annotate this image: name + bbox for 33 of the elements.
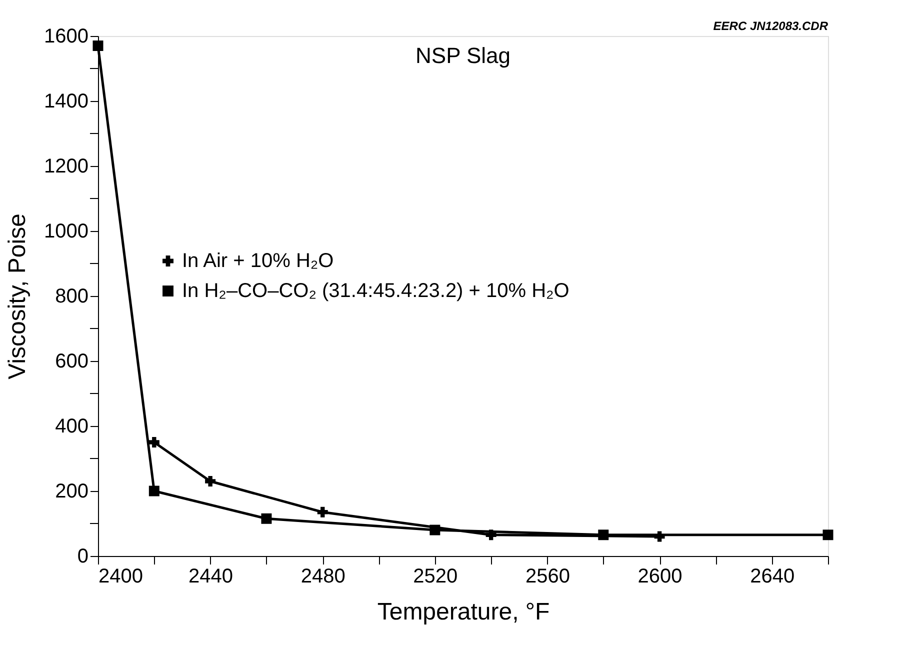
point	[654, 531, 665, 542]
x-tick-label: 2400	[98, 566, 143, 588]
y-tick-label: 0	[77, 546, 88, 568]
x-tick-label: 2440	[188, 566, 234, 588]
y-tick-label: 1000	[44, 220, 88, 242]
point	[317, 506, 328, 518]
y-tick-label: 1200	[44, 156, 88, 178]
point	[148, 437, 160, 448]
y-tick-label: 800	[55, 286, 88, 308]
point	[92, 40, 104, 51]
point	[430, 524, 440, 536]
point	[486, 530, 496, 540]
point	[261, 513, 272, 524]
y-tick-label: 1400	[44, 90, 88, 112]
x-axis-title: Temperature, °F	[377, 598, 550, 626]
point	[148, 486, 160, 496]
y-tick-label: 400	[55, 416, 88, 438]
point	[205, 476, 216, 486]
y-tick-label: 200	[55, 480, 88, 502]
x-tick-label: 2600	[638, 566, 682, 588]
point	[822, 530, 834, 540]
x-tick-label: 2480	[300, 566, 346, 588]
legend-label: In H₂–CO–CO₂ (31.4:45.4:23.2) + 10% H₂O	[182, 280, 570, 302]
x-tick-label: 2520	[413, 566, 458, 588]
x-tick-label: 2560	[525, 566, 570, 588]
x-tick-label: 2640	[750, 566, 795, 588]
y-tick-label: 1600	[44, 26, 88, 48]
text: EERC JN12083.CDR	[713, 19, 828, 33]
legend-label: In Air + 10% H₂O	[182, 250, 334, 272]
point	[598, 530, 609, 540]
y-axis-title: Viscosity, Poise	[4, 214, 32, 380]
chart-title: NSP Slag	[416, 43, 510, 68]
y-tick-label: 600	[55, 350, 88, 372]
